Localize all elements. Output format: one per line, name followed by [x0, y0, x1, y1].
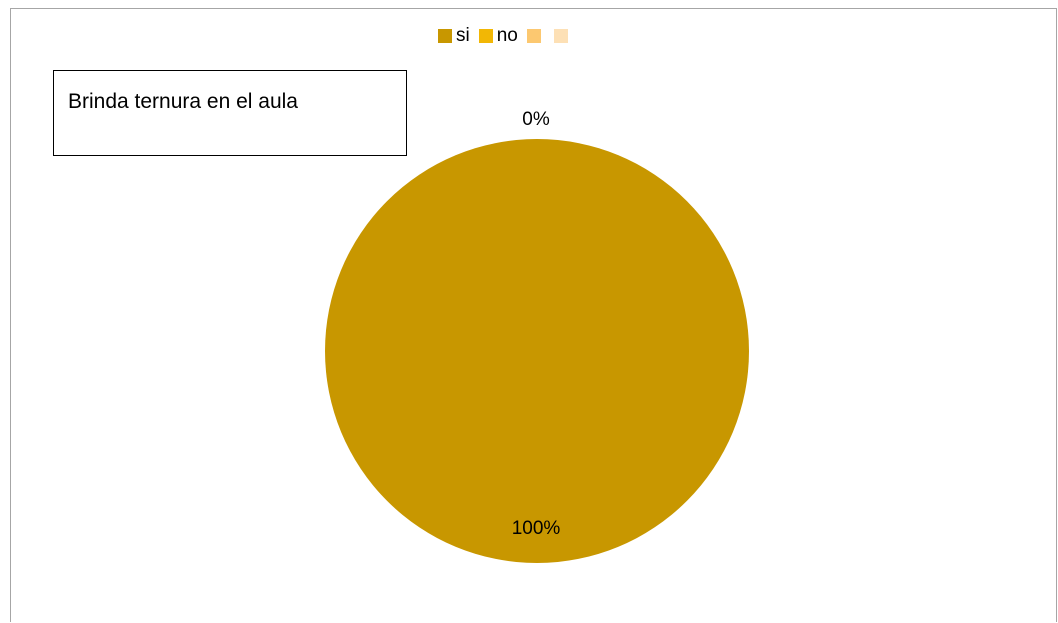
- legend-item-3: [553, 29, 572, 43]
- chart-title: Brinda ternura en el aula: [68, 90, 298, 113]
- data-label-no: 0%: [522, 109, 550, 130]
- legend-item-2: [526, 29, 545, 43]
- legend-item-0: si: [438, 25, 470, 47]
- data-label-si: 100%: [512, 518, 561, 539]
- legend-swatch-1: [478, 29, 493, 43]
- chart-area: [10, 8, 1057, 622]
- legend-label-1: no: [496, 25, 518, 46]
- legend-item-1: no: [478, 25, 518, 47]
- legend-swatch-2: [526, 29, 541, 43]
- pie-slice-si: [325, 139, 749, 563]
- legend-label-0: si: [456, 25, 470, 46]
- legend-swatch-3: [553, 29, 568, 43]
- chart-title-box: Brinda ternura en el aula: [53, 70, 407, 156]
- legend-swatch-0: [438, 29, 452, 43]
- legend: si no: [438, 24, 581, 48]
